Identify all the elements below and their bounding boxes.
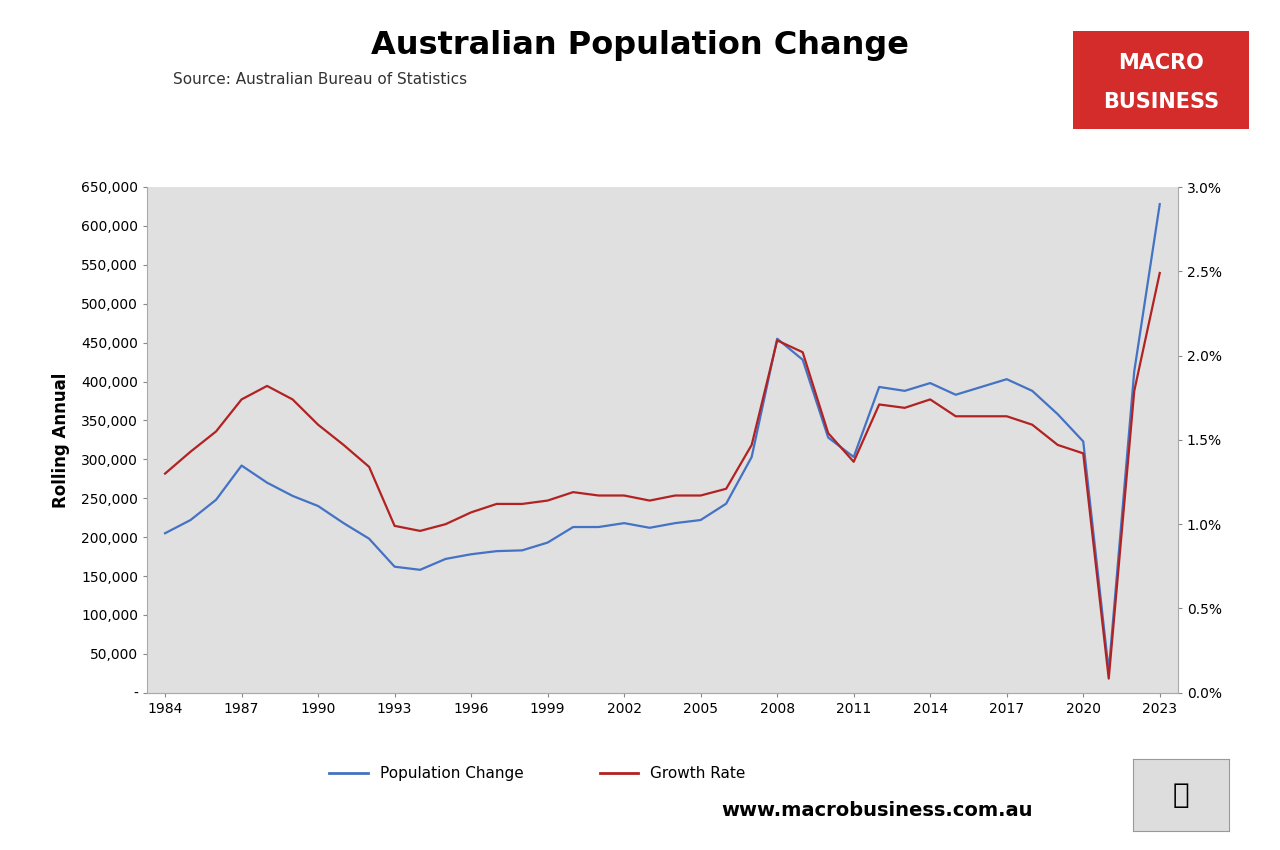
Text: Australian Population Change: Australian Population Change (371, 30, 909, 60)
Text: MACRO: MACRO (1119, 53, 1203, 73)
Text: www.macrobusiness.com.au: www.macrobusiness.com.au (721, 802, 1033, 820)
Legend: Population Change, Growth Rate: Population Change, Growth Rate (324, 760, 751, 787)
Text: BUSINESS: BUSINESS (1103, 92, 1219, 112)
Y-axis label: Rolling Annual: Rolling Annual (52, 372, 70, 507)
Text: 🐺: 🐺 (1172, 781, 1189, 809)
Text: Source: Australian Bureau of Statistics: Source: Australian Bureau of Statistics (173, 72, 467, 88)
